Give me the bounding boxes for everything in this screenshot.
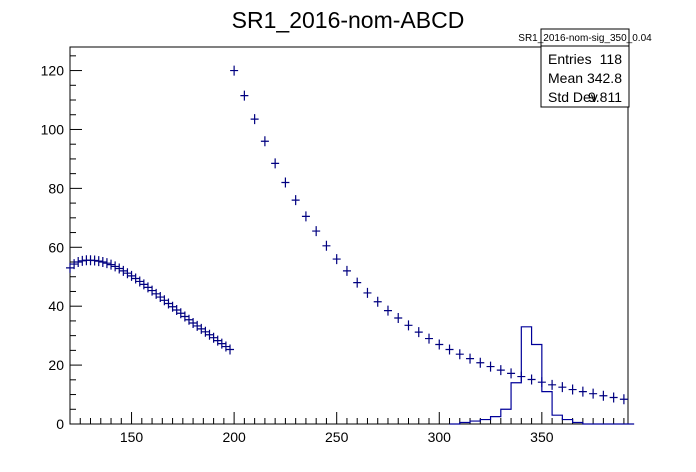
data-point bbox=[102, 258, 111, 269]
data-point bbox=[74, 257, 83, 268]
data-point bbox=[455, 349, 464, 360]
data-point bbox=[152, 288, 161, 299]
x-tick-label: 250 bbox=[325, 429, 349, 445]
data-point bbox=[131, 273, 140, 284]
data-point bbox=[115, 263, 124, 274]
data-point bbox=[168, 301, 177, 312]
x-tick-label: 300 bbox=[428, 429, 452, 445]
data-point bbox=[404, 320, 413, 331]
data-point bbox=[281, 177, 290, 188]
data-point bbox=[578, 386, 587, 397]
data-point bbox=[180, 311, 189, 322]
y-tick-label: 60 bbox=[48, 239, 64, 255]
data-point bbox=[156, 292, 165, 303]
data-point bbox=[445, 344, 454, 355]
data-point bbox=[209, 332, 218, 343]
data-point bbox=[197, 323, 206, 334]
data-point bbox=[271, 158, 280, 169]
y-tick-label: 120 bbox=[41, 63, 65, 79]
data-point bbox=[230, 65, 239, 76]
data-point bbox=[127, 270, 136, 281]
data-point bbox=[322, 240, 331, 251]
chart-title: SR1_2016-nom-ABCD bbox=[232, 7, 465, 33]
data-point bbox=[383, 305, 392, 316]
stats-label-entries: Entries bbox=[548, 51, 592, 67]
data-point bbox=[143, 282, 152, 293]
data-point bbox=[301, 211, 310, 222]
data-point bbox=[619, 394, 628, 405]
data-point bbox=[425, 333, 434, 344]
data-point bbox=[394, 312, 403, 323]
data-point bbox=[332, 254, 341, 265]
data-point bbox=[176, 308, 185, 319]
stats-value-mean: 342.8 bbox=[587, 70, 622, 86]
data-point bbox=[66, 262, 74, 273]
data-point bbox=[527, 374, 536, 385]
data-point bbox=[342, 265, 351, 276]
y-tick-label: 80 bbox=[48, 180, 64, 196]
data-point bbox=[496, 365, 505, 376]
data-point bbox=[213, 335, 222, 346]
data-point bbox=[160, 295, 169, 306]
stats-box-frame bbox=[540, 28, 630, 108]
data-point bbox=[363, 287, 372, 298]
data-point bbox=[226, 344, 235, 355]
data-point bbox=[201, 326, 210, 337]
data-point bbox=[599, 390, 608, 401]
data-point bbox=[119, 265, 128, 276]
data-point bbox=[250, 114, 259, 125]
data-point bbox=[373, 296, 382, 307]
data-point bbox=[486, 361, 495, 372]
data-point bbox=[260, 136, 269, 147]
data-point bbox=[189, 317, 198, 328]
data-point bbox=[507, 368, 516, 379]
y-tick-label: 20 bbox=[48, 357, 64, 373]
y-tick-label: 40 bbox=[48, 298, 64, 314]
stats-box: SR1_2016-nom-sig_350_0.04 Entries 118 Me… bbox=[518, 28, 652, 108]
stats-value-entries: 118 bbox=[600, 51, 623, 67]
data-point bbox=[476, 357, 485, 368]
data-point bbox=[184, 314, 193, 325]
data-point bbox=[312, 226, 321, 237]
data-point bbox=[217, 338, 226, 349]
data-point bbox=[111, 261, 120, 272]
y-tick-label: 100 bbox=[41, 121, 65, 137]
data-point bbox=[466, 353, 475, 364]
data-point bbox=[139, 279, 148, 290]
y-tick-label: 0 bbox=[56, 416, 64, 432]
data-point bbox=[98, 257, 107, 268]
x-tick-label: 350 bbox=[530, 429, 554, 445]
x-tick-label: 150 bbox=[120, 429, 144, 445]
data-point bbox=[123, 268, 132, 279]
data-point bbox=[558, 382, 567, 393]
data-point bbox=[148, 285, 157, 296]
histogram-line bbox=[449, 326, 635, 425]
data-point bbox=[94, 256, 103, 267]
x-tick-label: 200 bbox=[222, 429, 246, 445]
data-point bbox=[353, 277, 362, 288]
stats-label-stddev: Std Dev bbox=[548, 89, 598, 105]
data-point bbox=[609, 392, 618, 403]
data-point bbox=[414, 327, 423, 338]
stats-box-name: SR1_2016-nom-sig_350_0.04 bbox=[518, 33, 652, 44]
data-point bbox=[172, 305, 181, 316]
plot-area: 150 200 250 300 350 0 20 40 60 80 100 120 bbox=[41, 46, 635, 445]
data-point bbox=[70, 259, 79, 270]
data-point bbox=[135, 276, 144, 287]
data-point bbox=[193, 320, 202, 331]
data-point bbox=[291, 195, 300, 206]
data-point bbox=[107, 259, 116, 270]
data-point bbox=[435, 339, 444, 350]
data-point bbox=[221, 341, 230, 352]
data-point bbox=[589, 388, 598, 399]
data-point bbox=[548, 379, 557, 390]
data-point bbox=[240, 90, 249, 101]
plot-frame bbox=[69, 46, 629, 425]
data-point bbox=[164, 298, 173, 309]
data-point bbox=[205, 329, 214, 340]
stats-label-mean: Mean bbox=[548, 70, 583, 86]
stats-value-stddev: 9.811 bbox=[588, 89, 622, 105]
data-point bbox=[568, 384, 577, 395]
